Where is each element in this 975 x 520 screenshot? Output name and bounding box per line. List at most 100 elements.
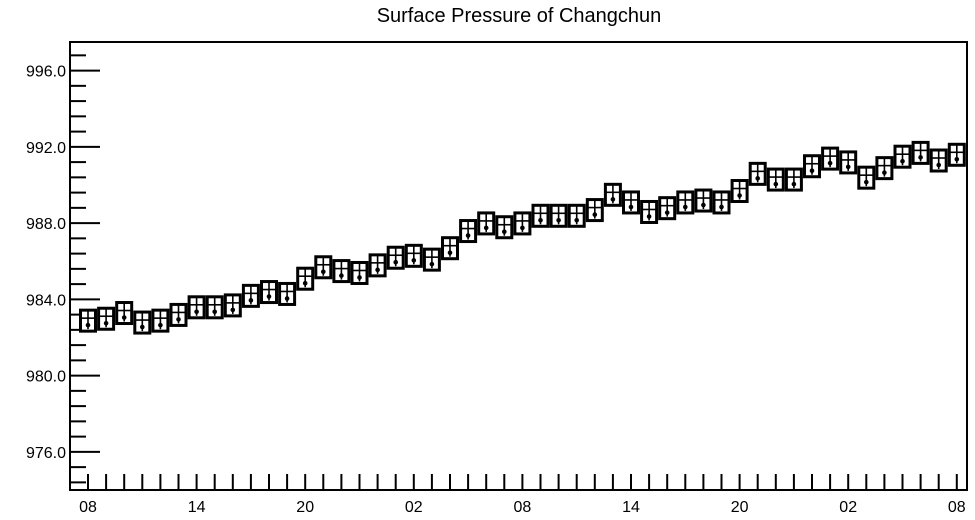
data-point — [766, 167, 785, 192]
data-point-dot — [85, 322, 91, 328]
data-point — [730, 179, 749, 204]
data-point-dot — [284, 296, 290, 301]
data-point-dot — [483, 225, 489, 231]
data-point-dot — [737, 193, 742, 198]
y-axis: 976.0 980.0 984.0 988.0 992.0 996.0 — [26, 54, 100, 484]
data-point — [929, 148, 948, 173]
data-point — [368, 253, 387, 278]
data-point-dot — [918, 155, 923, 160]
data-point — [441, 236, 459, 261]
y-tick-label: 984.0 — [26, 292, 66, 309]
data-point-dot — [864, 179, 869, 185]
data-point — [676, 190, 695, 215]
data-point — [477, 211, 496, 236]
data-point-dot — [900, 158, 905, 164]
data-point — [332, 259, 351, 284]
data-marks — [79, 140, 966, 335]
data-point-dot — [827, 160, 833, 166]
y-tick-label: 976.0 — [26, 445, 66, 462]
data-point — [694, 188, 713, 213]
data-point — [622, 190, 640, 215]
data-point — [241, 283, 260, 308]
data-point — [875, 156, 894, 181]
data-point — [911, 140, 930, 165]
data-point-dot — [158, 322, 163, 328]
plot-frame — [69, 41, 968, 491]
data-point-dot — [212, 309, 217, 315]
data-point — [205, 295, 224, 320]
x-tick-label: 08 — [79, 499, 97, 516]
x-tick-label: 02 — [839, 499, 857, 516]
data-point-dot — [393, 259, 399, 265]
data-point-dot — [574, 217, 579, 223]
x-tick-label: 02 — [405, 499, 423, 516]
chart-title: Surface Pressure of Changchun — [377, 5, 662, 27]
data-point-dot — [520, 225, 525, 231]
data-point-dot — [266, 294, 272, 299]
data-point — [857, 165, 876, 190]
data-point-dot — [773, 181, 779, 187]
data-point-dot — [339, 273, 344, 278]
data-point — [350, 260, 369, 285]
data-point-dot — [791, 181, 797, 187]
data-point — [296, 266, 315, 291]
x-tick-label: 20 — [731, 499, 749, 516]
data-point — [404, 243, 423, 268]
y-tick-label: 996.0 — [26, 64, 66, 81]
data-point-dot — [646, 214, 652, 219]
data-point-dot — [809, 168, 815, 174]
data-point-dot — [610, 197, 616, 202]
data-point-dot — [845, 164, 851, 170]
data-point — [947, 142, 966, 167]
data-point-dot — [447, 250, 453, 256]
data-point-dot — [248, 298, 254, 303]
data-point-dot — [375, 267, 380, 273]
data-point — [839, 150, 858, 175]
data-point — [422, 247, 441, 272]
data-point — [803, 154, 821, 179]
data-point — [115, 301, 134, 326]
data-point — [223, 293, 242, 318]
data-point — [712, 190, 731, 215]
data-point-dot — [103, 320, 109, 326]
data-point — [133, 310, 152, 335]
data-point-dot — [321, 269, 326, 275]
data-point-dot — [538, 217, 543, 223]
x-tick-label: 08 — [948, 499, 966, 516]
data-point-dot — [230, 307, 236, 313]
data-point — [97, 306, 116, 331]
data-point — [187, 295, 206, 320]
data-point-dot — [121, 315, 127, 320]
data-point-dot — [664, 210, 670, 215]
data-point-dot — [194, 309, 199, 315]
data-point — [567, 203, 586, 228]
data-point — [386, 245, 405, 270]
data-point — [821, 146, 840, 171]
y-tick-label: 988.0 — [26, 216, 66, 233]
x-tick-label: 08 — [514, 499, 532, 516]
data-point — [748, 161, 767, 186]
data-point — [459, 219, 478, 244]
data-point — [79, 308, 97, 333]
data-point — [314, 255, 333, 280]
data-point — [640, 199, 659, 224]
data-point — [784, 167, 803, 192]
data-point-dot — [465, 233, 471, 238]
data-point — [513, 211, 532, 236]
x-tick-label: 20 — [296, 499, 314, 516]
data-point-dot — [502, 229, 507, 235]
data-point — [260, 280, 278, 305]
data-point — [603, 182, 622, 207]
data-point-dot — [592, 212, 598, 217]
data-point-dot — [683, 204, 688, 210]
data-point-dot — [357, 275, 362, 280]
x-axis: 08 14 20 02 08 14 20 02 08 — [79, 474, 966, 516]
data-point-dot — [701, 202, 706, 208]
data-point — [169, 302, 188, 327]
data-point-dot — [882, 170, 887, 175]
data-point-dot — [140, 324, 145, 330]
y-tick-label: 992.0 — [26, 140, 66, 157]
data-point-dot — [176, 317, 181, 322]
